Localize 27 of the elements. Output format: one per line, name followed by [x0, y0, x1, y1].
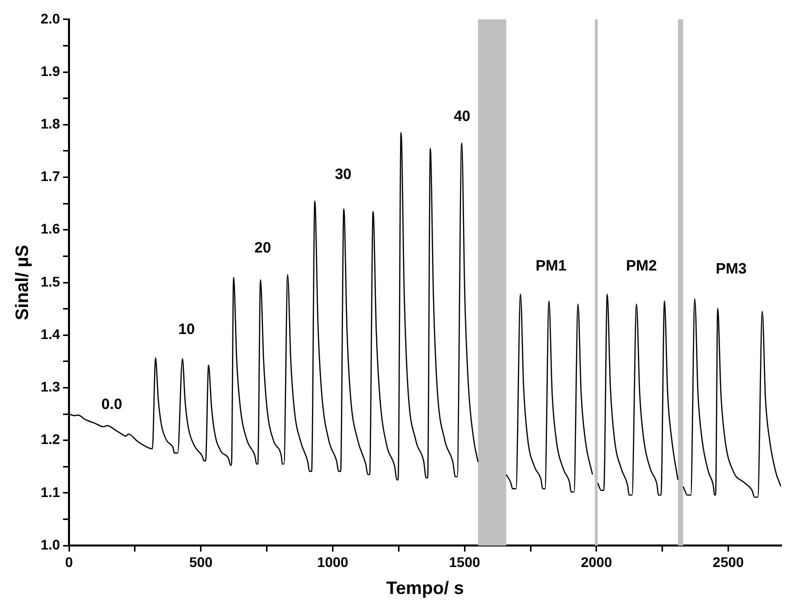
annotation: 20: [254, 239, 272, 256]
annotation: PM2: [626, 257, 657, 274]
annotation: 10: [178, 321, 195, 338]
annotation: 30: [334, 166, 352, 183]
annotation: PM3: [716, 260, 747, 278]
y-tick-label: 1.6: [40, 220, 60, 237]
annotation: PM1: [536, 257, 566, 274]
y-tick-label: 1.8: [40, 116, 60, 132]
x-tick-label: 0: [65, 554, 74, 570]
y-tick-label: 1.1: [40, 484, 60, 500]
y-tick-label: 1.7: [40, 168, 60, 184]
x-tick-label: 2500: [712, 554, 744, 570]
y-tick-label: 1.5: [40, 273, 60, 290]
y-tick-label: 2.0: [40, 10, 60, 26]
x-tick-label: 1000: [317, 554, 349, 570]
annotation: 40: [454, 108, 470, 125]
y-tick-label: 1.0: [40, 536, 60, 552]
x-tick-label: 500: [189, 554, 213, 570]
y-tick-label: 1.9: [40, 62, 60, 79]
y-tick-label: 1.4: [40, 326, 60, 342]
y-axis-title: Sinal/ µS: [12, 244, 32, 320]
x-axis-title: Tempo/ s: [386, 578, 464, 598]
annotation: 0.0: [101, 396, 122, 414]
y-tick-label: 1.3: [40, 378, 60, 395]
x-tick-label: 1500: [449, 554, 480, 570]
x-tick-label: 2000: [580, 554, 612, 570]
y-tick-label: 1.2: [40, 431, 60, 448]
